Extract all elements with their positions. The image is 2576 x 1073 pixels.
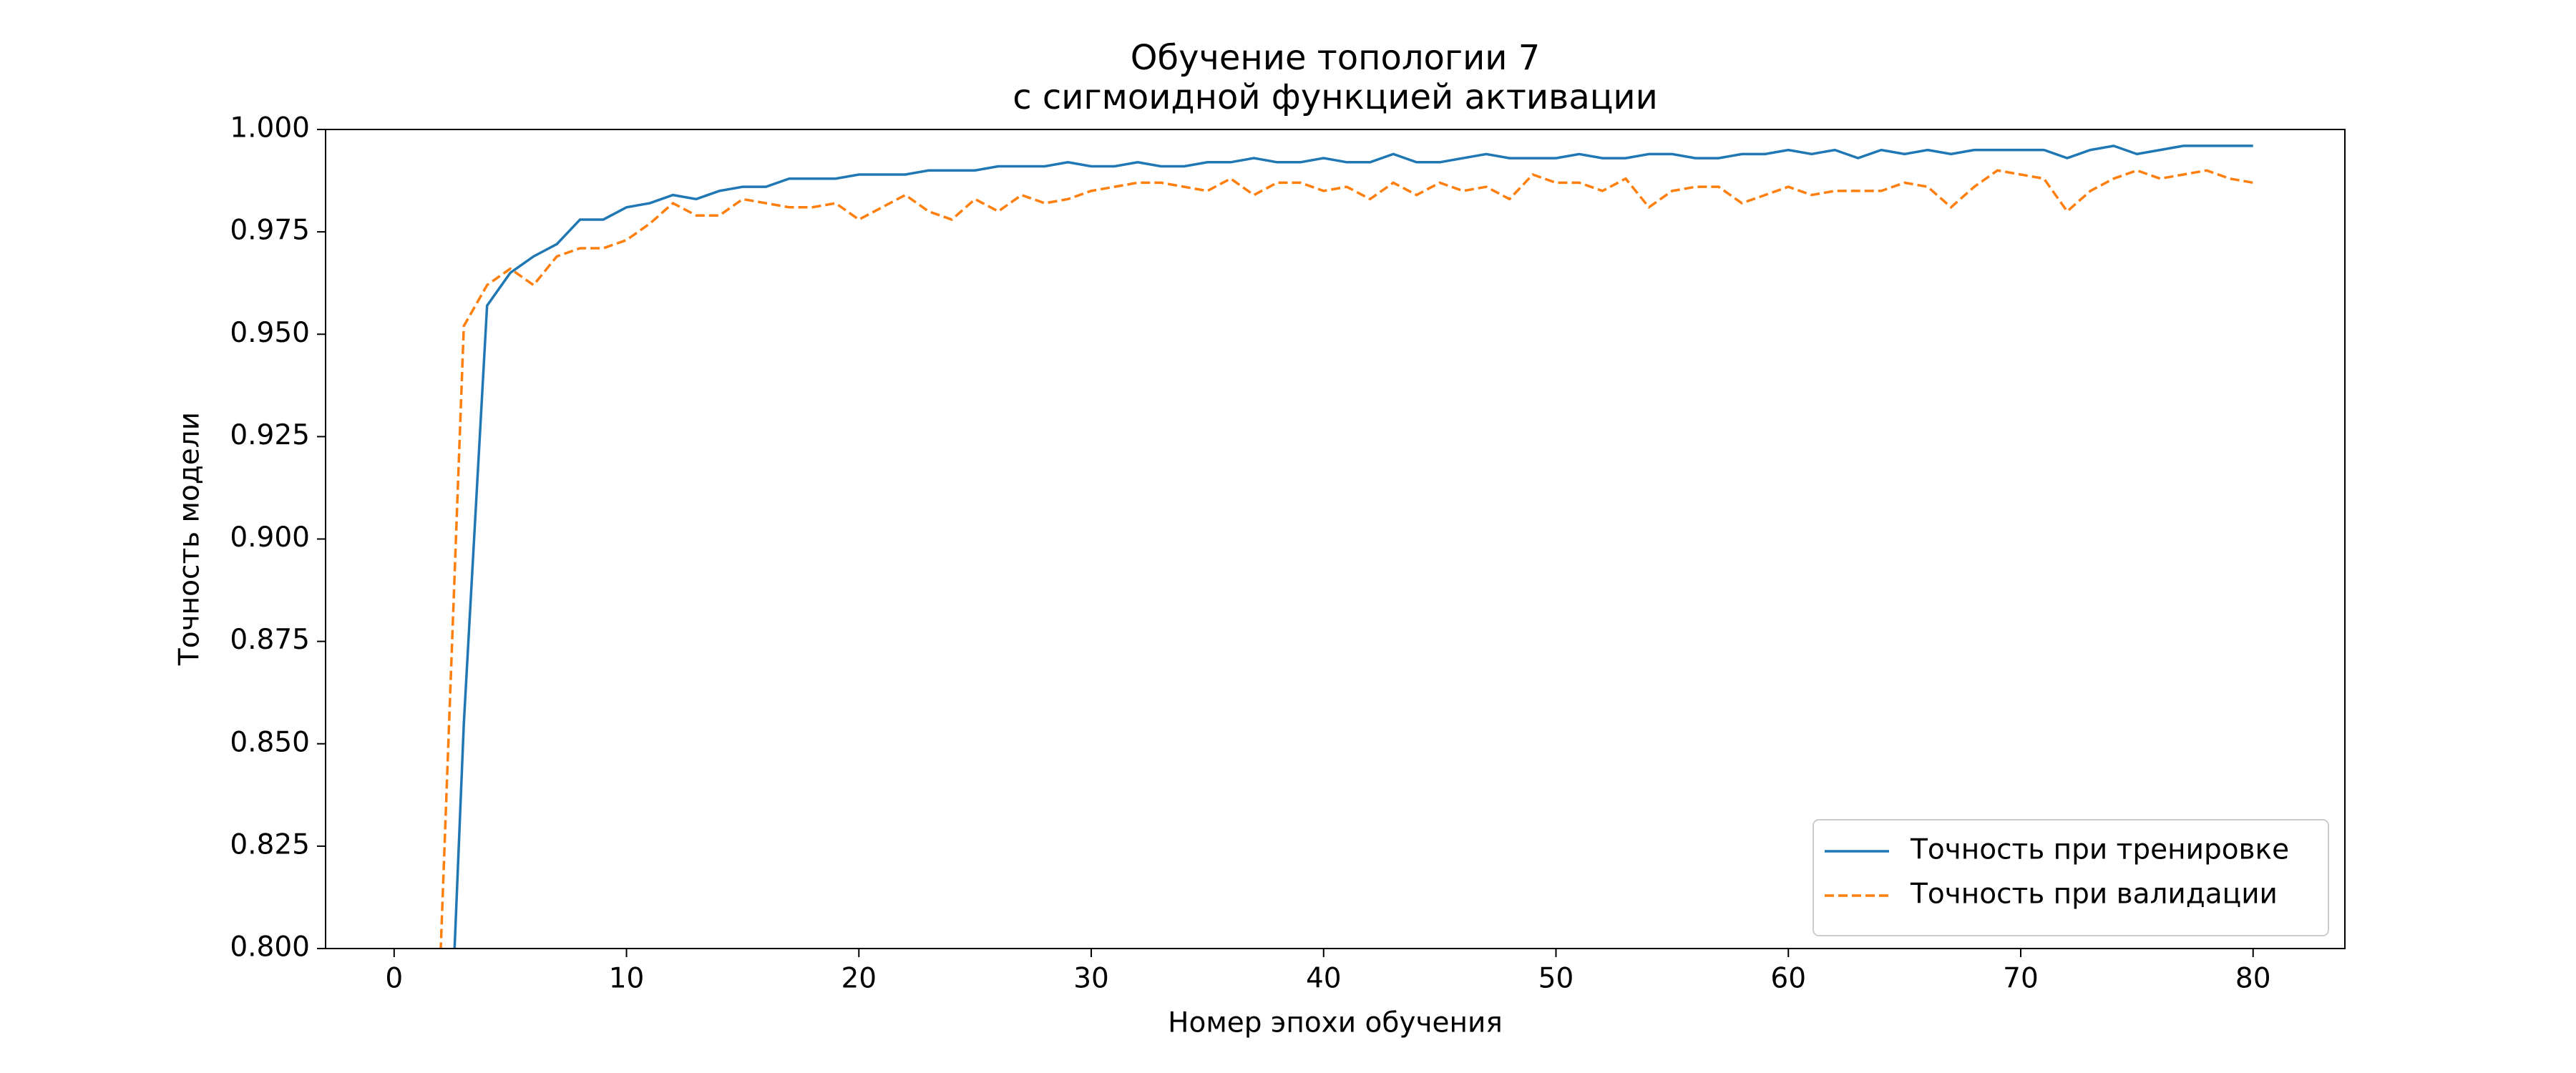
line-series: [453, 144, 2253, 949]
x-tick-label: 0: [385, 963, 403, 995]
x-tick-label: 40: [1306, 963, 1342, 995]
y-tick-label: 0.825: [230, 828, 310, 861]
x-tick-label: 50: [1538, 963, 1574, 995]
y-tick-label: 0.950: [230, 317, 310, 349]
legend-label: Точность при тренировке: [1910, 834, 2289, 866]
axes-frame: [325, 129, 2346, 949]
y-tick-label: 0.875: [230, 624, 310, 656]
y-tick-label: 0.850: [230, 726, 310, 758]
x-tick-label: 70: [2003, 963, 2039, 995]
chart-title: с сигмоидной функцией активации: [1013, 77, 1658, 117]
y-axis-label: Точность модели: [174, 412, 206, 666]
legend-label: Точность при валидации: [1910, 878, 2278, 911]
y-tick-label: 0.800: [230, 931, 310, 964]
line-series: [439, 169, 2254, 949]
x-tick-label: 60: [1770, 963, 1806, 995]
x-tick-label: 30: [1073, 963, 1109, 995]
y-tick-label: 0.975: [230, 215, 310, 247]
x-tick-label: 80: [2235, 963, 2271, 995]
x-axis-label: Номер эпохи обучения: [1168, 1007, 1503, 1039]
y-tick-label: 0.900: [230, 521, 310, 554]
y-tick-label: 0.925: [230, 419, 310, 451]
x-tick-label: 20: [841, 963, 877, 995]
chart-title: Обучение топологии 7: [1131, 38, 1541, 78]
x-tick-label: 10: [609, 963, 645, 995]
plot-area: [439, 144, 2254, 949]
y-tick-label: 1.000: [230, 112, 310, 144]
legend-box: [1813, 819, 2329, 936]
